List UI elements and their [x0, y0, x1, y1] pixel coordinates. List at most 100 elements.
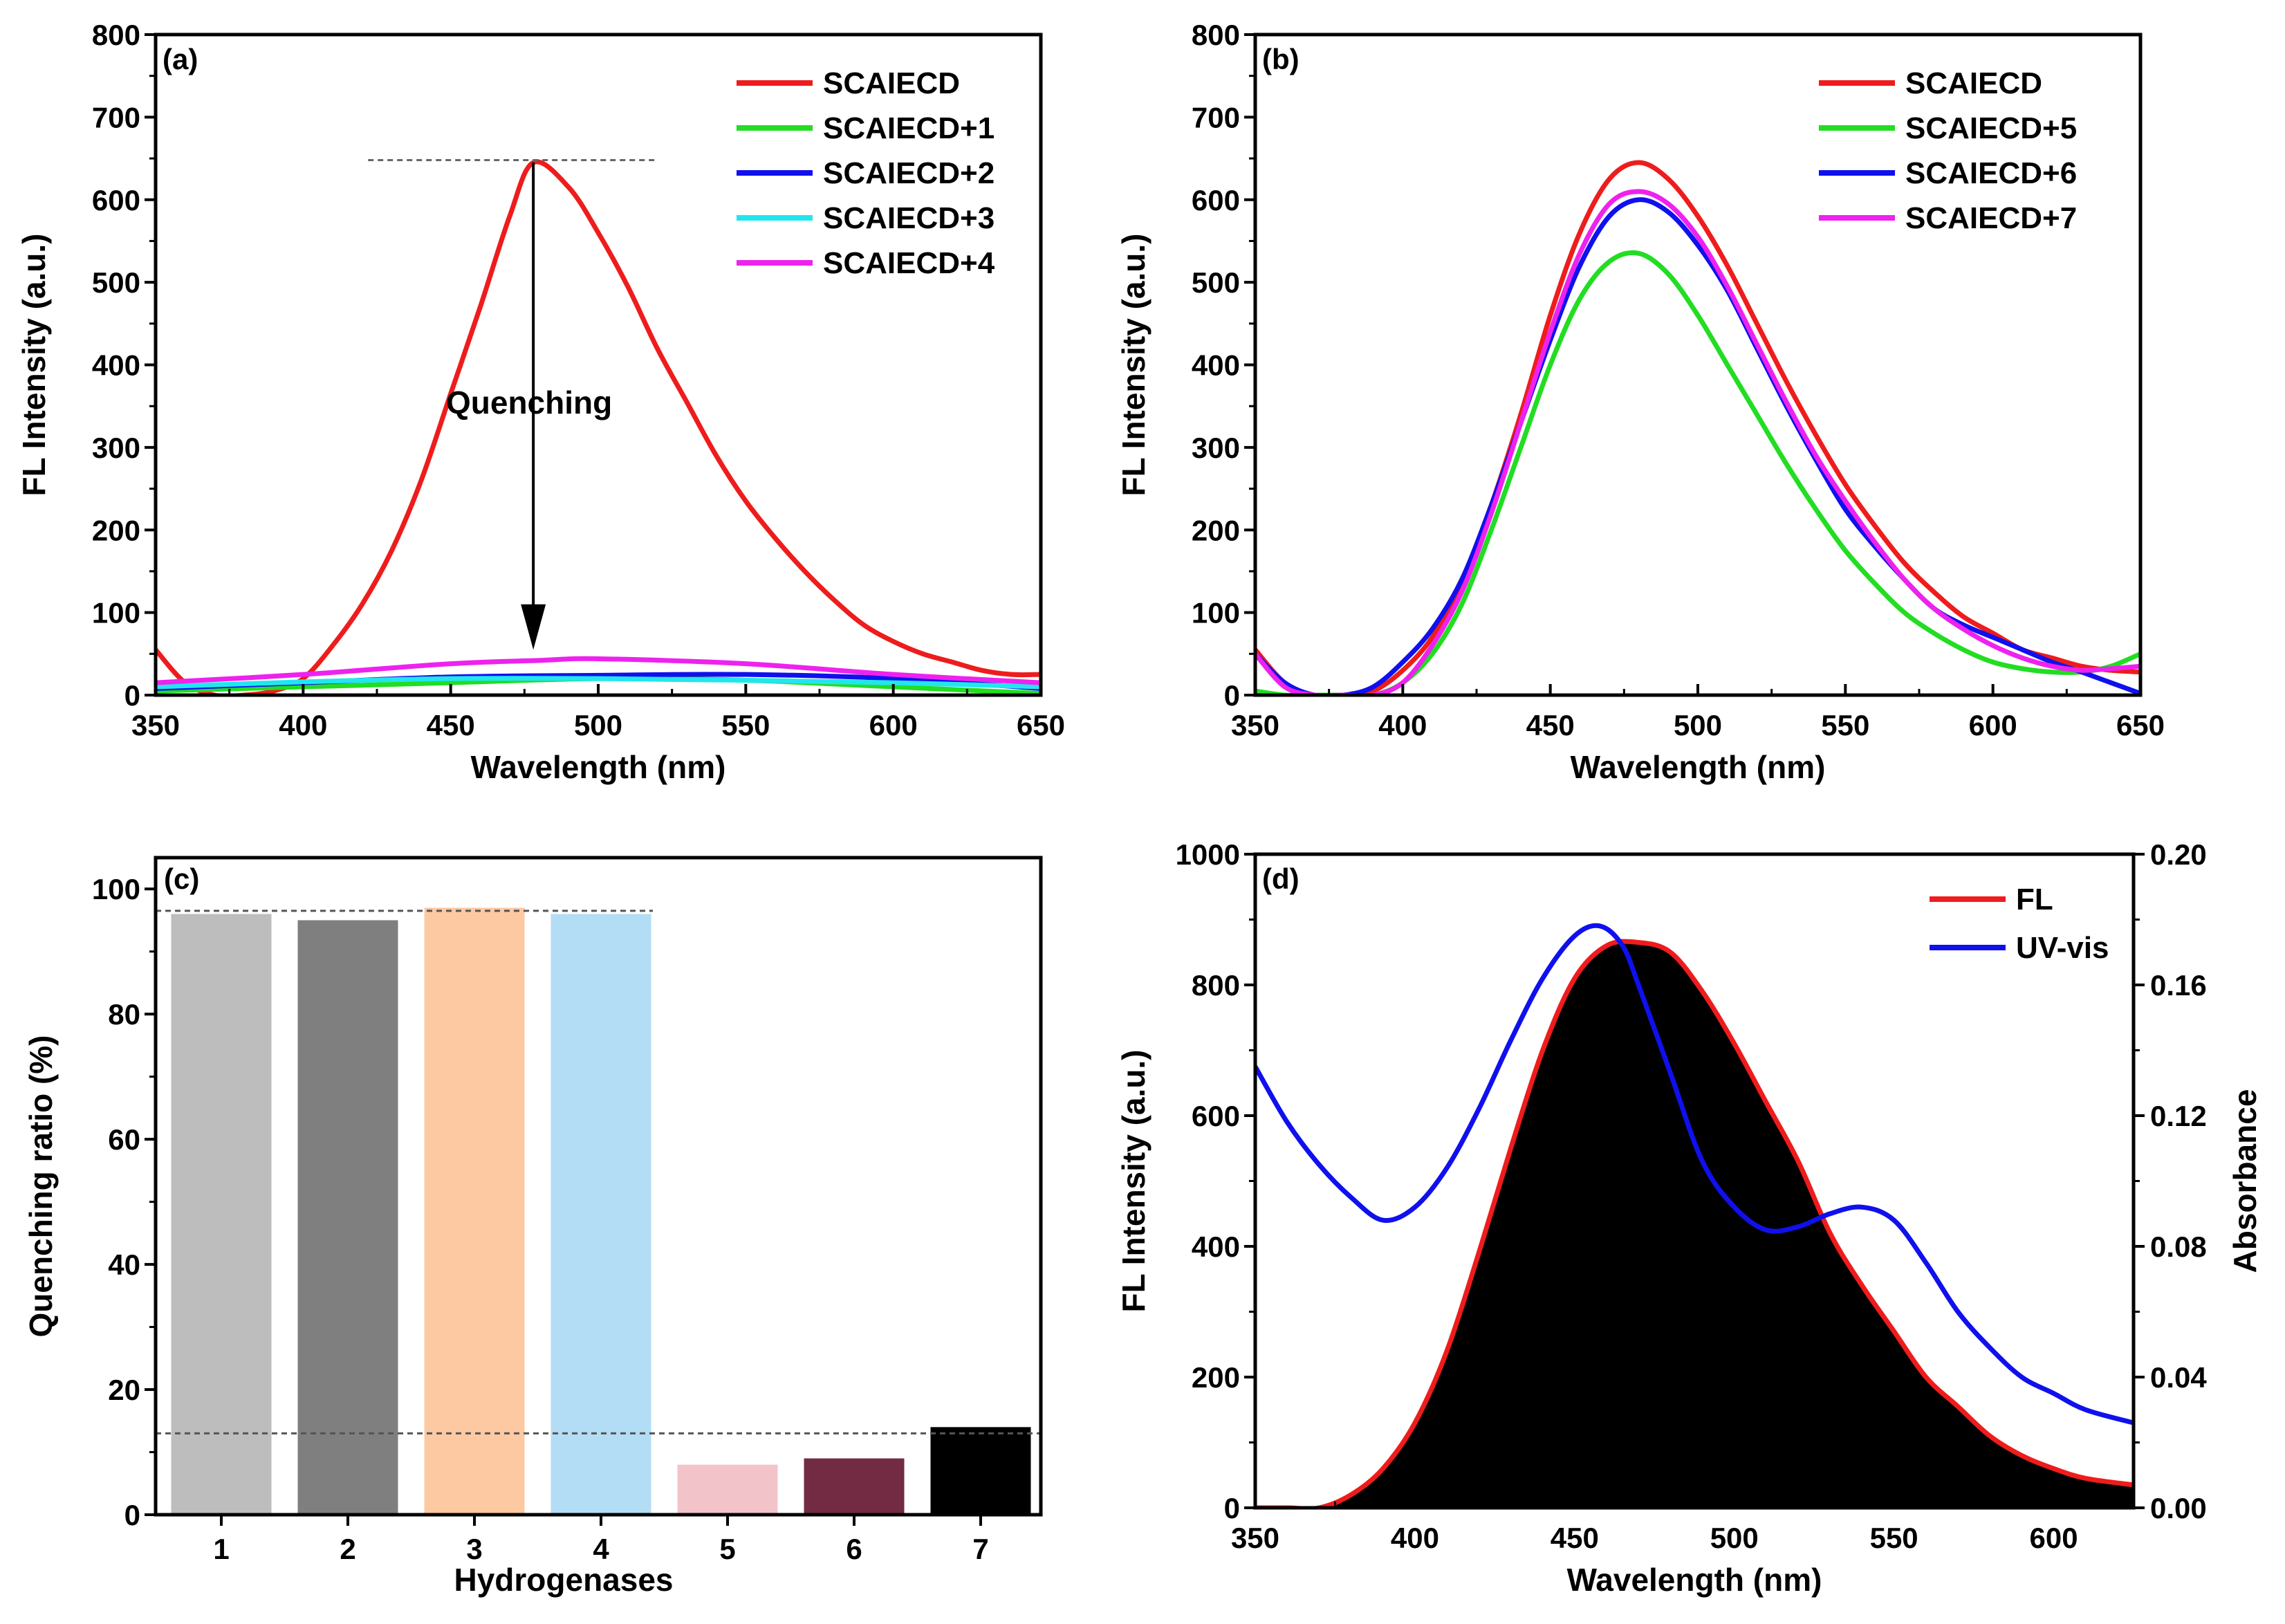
legend-label-scaiecd-3: SCAIECD+3: [823, 201, 995, 235]
bar-3: [424, 907, 525, 1515]
x-tick-label: 600: [1969, 709, 2017, 741]
y-tick-label: 500: [1192, 266, 1240, 299]
x-tick-label: 650: [2116, 709, 2165, 741]
series-line-scaiecd: [1255, 160, 2140, 695]
y-tick-label: 700: [1192, 101, 1240, 133]
legend-label-scaiecd-7: SCAIECD+7: [1905, 201, 2077, 235]
y-tick-label: 60: [108, 1123, 140, 1156]
y-tick-label: 600: [92, 184, 140, 216]
plot-frame: [154, 856, 1043, 1517]
x-tick-label: 1: [213, 1533, 229, 1565]
y-axis-label: FL Intensity (a.u.): [16, 234, 52, 497]
y2-tick-label: 0.04: [2150, 1361, 2207, 1394]
bar-4: [551, 914, 651, 1515]
bar-7: [930, 1427, 1031, 1515]
y2-tick-label: 0.12: [2150, 1100, 2207, 1132]
x-tick-label: 550: [1821, 709, 1869, 741]
series-line-scaiecd-7: [1255, 189, 2140, 695]
x-tick-label: 450: [1526, 709, 1575, 741]
quenching-arrowhead: [521, 604, 546, 650]
y-tick-label: 400: [1192, 1230, 1240, 1263]
legend-label-scaiecd-6: SCAIECD+6: [1905, 156, 2077, 190]
bar-1: [171, 914, 272, 1515]
x-tick-label: 500: [1710, 1522, 1759, 1554]
legend-label-scaiecd-1: SCAIECD+1: [823, 111, 995, 145]
x-tick-label: 7: [972, 1533, 988, 1565]
legend-label-scaiecd: SCAIECD: [823, 66, 960, 100]
panel-label: (d): [1262, 862, 1299, 895]
panel-label: (c): [164, 862, 199, 895]
y-tick-label: 400: [1192, 349, 1240, 382]
x-tick-label: 550: [1870, 1522, 1918, 1554]
y-tick-label: 100: [92, 597, 140, 629]
y-tick-label: 300: [92, 432, 140, 464]
y2-tick-label: 0.20: [2150, 838, 2207, 871]
y-tick-label: 600: [1192, 1100, 1240, 1132]
x-tick-label: 500: [1674, 709, 1722, 741]
y-tick-label: 100: [1192, 597, 1240, 629]
series-line-scaiecd-6: [1255, 197, 2140, 695]
legend-label-scaiecd-2: SCAIECD+2: [823, 156, 995, 190]
y-axis-label: Quenching ratio (%): [23, 1035, 59, 1338]
x-tick-label: 450: [427, 709, 475, 741]
x-tick-label: 350: [1231, 1522, 1279, 1554]
x-tick-label: 600: [869, 709, 918, 741]
x-tick-label: 550: [721, 709, 770, 741]
y-tick-label: 1000: [1176, 838, 1240, 871]
panel-b: 350 400 450 500 550 600 650 0 100 200 300 400 500 600…: [1116, 19, 2165, 785]
series-line-uv-vis: [1255, 923, 2134, 1425]
x-tick-label: 4: [593, 1533, 609, 1565]
y-tick-label: 800: [1192, 19, 1240, 51]
x-axis-label: Wavelength (nm): [1567, 1562, 1822, 1598]
y2-tick-label: 0.08: [2150, 1230, 2207, 1263]
panel-label: (a): [163, 43, 198, 75]
legend-label-scaiecd-4: SCAIECD+4: [823, 246, 995, 280]
y-tick-label: 80: [108, 998, 140, 1031]
x-tick-label: 350: [131, 709, 180, 741]
x-tick-label: 500: [574, 709, 622, 741]
panel-d: 350 400 450 500 550 600 0 200 400 600 800 1000 0.00 0…: [1116, 838, 2263, 1598]
x-tick-label: 2: [340, 1533, 355, 1565]
x-tick-label: 6: [846, 1533, 862, 1565]
y-tick-label: 400: [92, 349, 140, 382]
x-tick-label: 650: [1017, 709, 1065, 741]
x-tick-label: 400: [279, 709, 327, 741]
y-tick-label: 200: [92, 514, 140, 546]
legend-label-scaiecd: SCAIECD: [1905, 66, 2042, 100]
legend-label-fl: FL: [2016, 883, 2053, 916]
y-tick-label: 200: [1192, 1361, 1240, 1394]
x-tick-label: 3: [466, 1533, 482, 1565]
y2-tick-label: 0.16: [2150, 969, 2207, 1002]
y-tick-label: 100: [92, 873, 140, 905]
y-axis-label: FL Intensity (a.u.): [1116, 234, 1151, 497]
x-tick-label: 400: [1378, 709, 1427, 741]
x-tick-label: 600: [2030, 1522, 2078, 1554]
fl-filled-area: [1255, 941, 2134, 1508]
x-tick-label: 5: [719, 1533, 735, 1565]
x-tick-label: 350: [1231, 709, 1279, 741]
y-tick-label: 800: [1192, 969, 1240, 1002]
bar-6: [804, 1458, 905, 1515]
x-tick-label: 400: [1391, 1522, 1439, 1554]
x-axis-label: Wavelength (nm): [1571, 749, 1826, 785]
x-axis-label: Wavelength (nm): [471, 749, 726, 785]
y-tick-label: 20: [108, 1374, 140, 1406]
y-tick-label: 0: [124, 679, 140, 712]
y2-tick-label: 0.00: [2150, 1492, 2207, 1524]
y-axis-label: FL Intensity (a.u.): [1116, 1050, 1151, 1313]
legend-label-uv-vis: UV-vis: [2016, 931, 2109, 965]
y-tick-label: 600: [1192, 184, 1240, 216]
bar-5: [677, 1464, 778, 1515]
quenching-annotation: Quenching: [446, 385, 612, 421]
series-line-scaiecd-5: [1255, 250, 2140, 695]
y-tick-label: 700: [92, 101, 140, 133]
legend-label-scaiecd-5: SCAIECD+5: [1905, 111, 2077, 145]
series-line-scaiecd: [156, 159, 1041, 695]
y2-axis-label: Absorbance: [2227, 1089, 2263, 1273]
y-tick-label: 500: [92, 266, 140, 299]
y-tick-label: 0: [124, 1499, 140, 1531]
series-line-scaiecd-4: [156, 656, 1041, 685]
series-line-scaiecd-3: [156, 676, 1041, 690]
y-tick-label: 0: [1224, 679, 1240, 712]
